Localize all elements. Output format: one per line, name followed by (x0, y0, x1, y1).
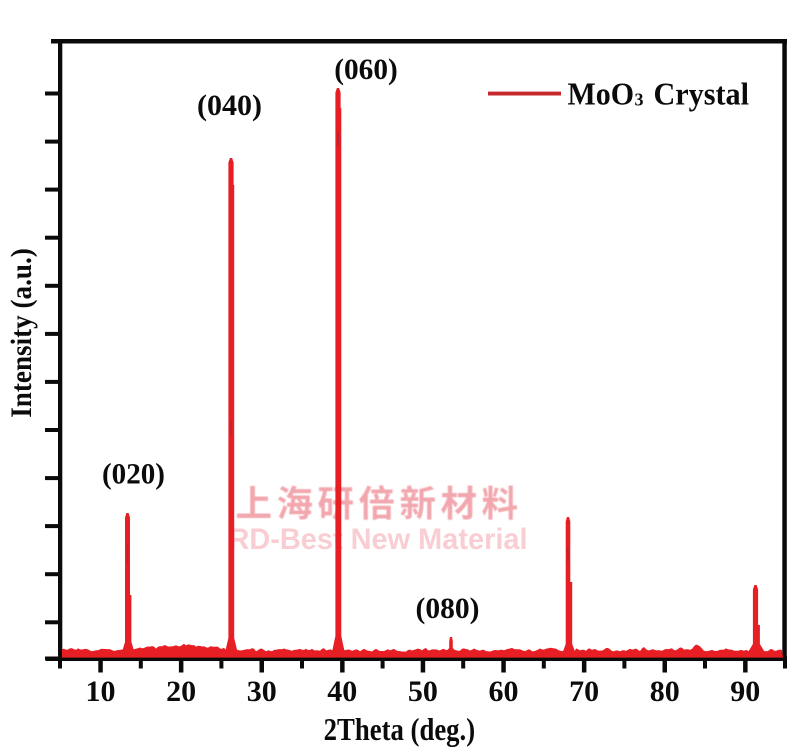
svg-text:3: 3 (635, 90, 644, 110)
svg-text:(060): (060) (334, 53, 398, 86)
svg-text:(020): (020) (102, 458, 165, 491)
svg-text:30: 30 (247, 675, 277, 708)
svg-text:(080): (080) (416, 592, 480, 625)
svg-text:60: 60 (489, 675, 519, 708)
svg-text:10: 10 (86, 675, 116, 708)
svg-text:RD-Best New Material: RD-Best New Material (229, 523, 528, 556)
svg-text:80: 80 (650, 675, 680, 708)
svg-text:40: 40 (327, 675, 357, 708)
svg-text:70: 70 (569, 675, 599, 708)
svg-text:50: 50 (408, 675, 438, 708)
svg-text:20: 20 (166, 675, 196, 708)
svg-text:MoO: MoO (568, 76, 635, 112)
svg-text:90: 90 (730, 675, 760, 708)
svg-text:2Theta (deg.): 2Theta (deg.) (324, 711, 476, 747)
svg-text:Crystal: Crystal (654, 76, 750, 112)
svg-text:(040): (040) (197, 89, 262, 122)
svg-text:Intensity (a.u.): Intensity (a.u.) (5, 248, 38, 418)
